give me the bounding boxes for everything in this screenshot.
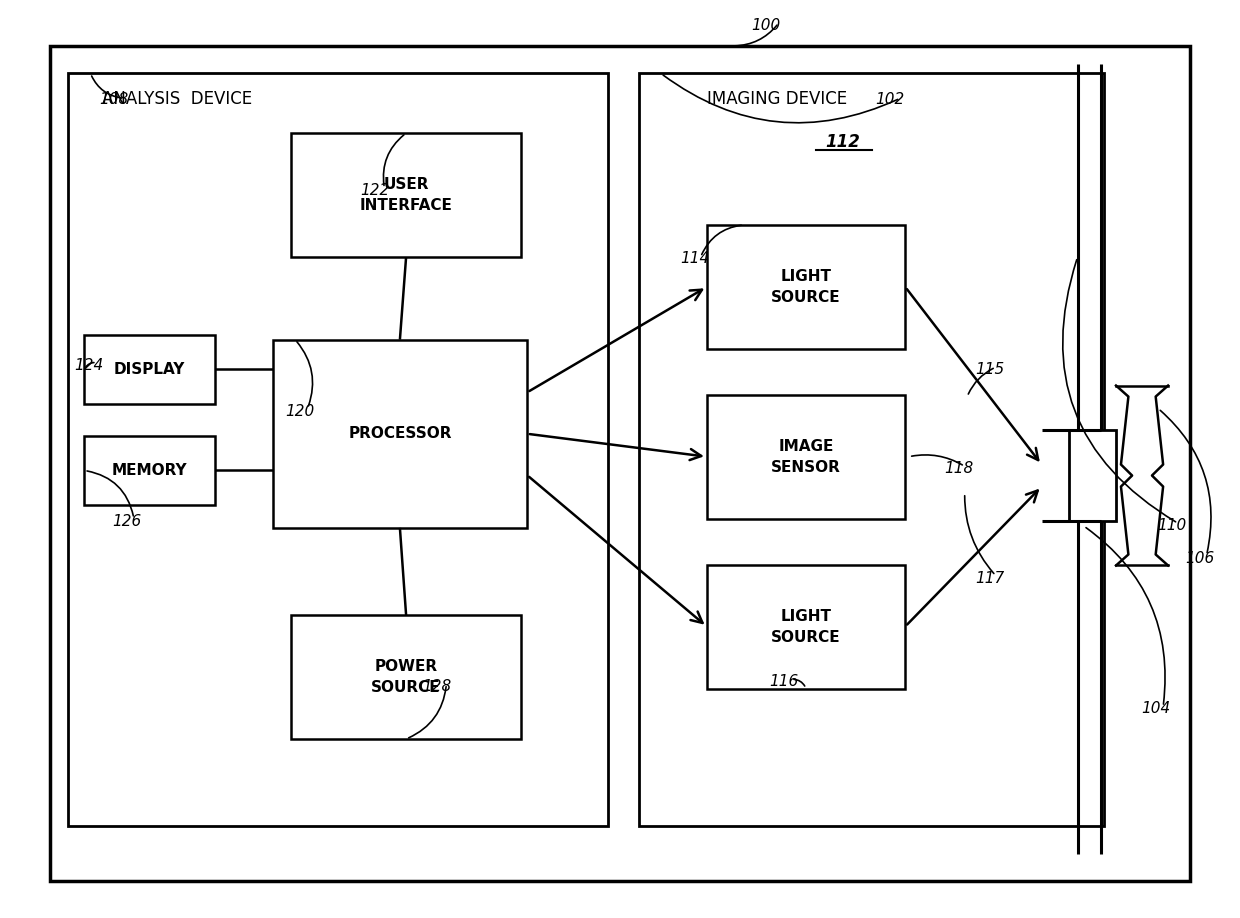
- Text: 120: 120: [285, 404, 315, 419]
- Bar: [291, 133, 521, 257]
- Text: LIGHT
SOURCE: LIGHT SOURCE: [771, 609, 841, 644]
- Bar: [1069, 430, 1116, 521]
- Text: 122: 122: [360, 184, 389, 198]
- Text: 108: 108: [99, 92, 129, 106]
- Text: LIGHT
SOURCE: LIGHT SOURCE: [771, 269, 841, 305]
- Text: DISPLAY: DISPLAY: [114, 362, 185, 377]
- Text: 104: 104: [1141, 701, 1171, 716]
- Text: 106: 106: [1185, 551, 1215, 565]
- Text: 112: 112: [826, 133, 861, 151]
- Bar: [707, 395, 905, 519]
- Text: 116: 116: [769, 674, 799, 688]
- Text: 128: 128: [422, 679, 451, 694]
- Text: IMAGING DEVICE: IMAGING DEVICE: [707, 90, 847, 108]
- Bar: [639, 73, 1104, 826]
- Text: POWER
SOURCE: POWER SOURCE: [371, 659, 441, 695]
- Text: 100: 100: [751, 18, 781, 33]
- Bar: [84, 436, 215, 505]
- Text: PROCESSOR: PROCESSOR: [348, 426, 451, 442]
- Text: IMAGE
SENSOR: IMAGE SENSOR: [771, 439, 841, 475]
- Text: 118: 118: [944, 461, 973, 476]
- Text: 126: 126: [112, 514, 141, 529]
- Text: 115: 115: [975, 362, 1004, 376]
- Bar: [291, 615, 521, 739]
- Text: 110: 110: [1157, 518, 1187, 532]
- Text: ANALYSIS  DEVICE: ANALYSIS DEVICE: [102, 90, 252, 108]
- Text: USER
INTERFACE: USER INTERFACE: [360, 177, 453, 213]
- Bar: [273, 340, 527, 528]
- Text: 114: 114: [680, 252, 709, 266]
- Text: 117: 117: [975, 571, 1004, 586]
- Text: 124: 124: [74, 358, 104, 373]
- Bar: [68, 73, 608, 826]
- Text: MEMORY: MEMORY: [112, 463, 187, 478]
- Bar: [707, 565, 905, 688]
- Bar: [84, 335, 215, 404]
- Text: 102: 102: [875, 92, 905, 106]
- Bar: [707, 225, 905, 349]
